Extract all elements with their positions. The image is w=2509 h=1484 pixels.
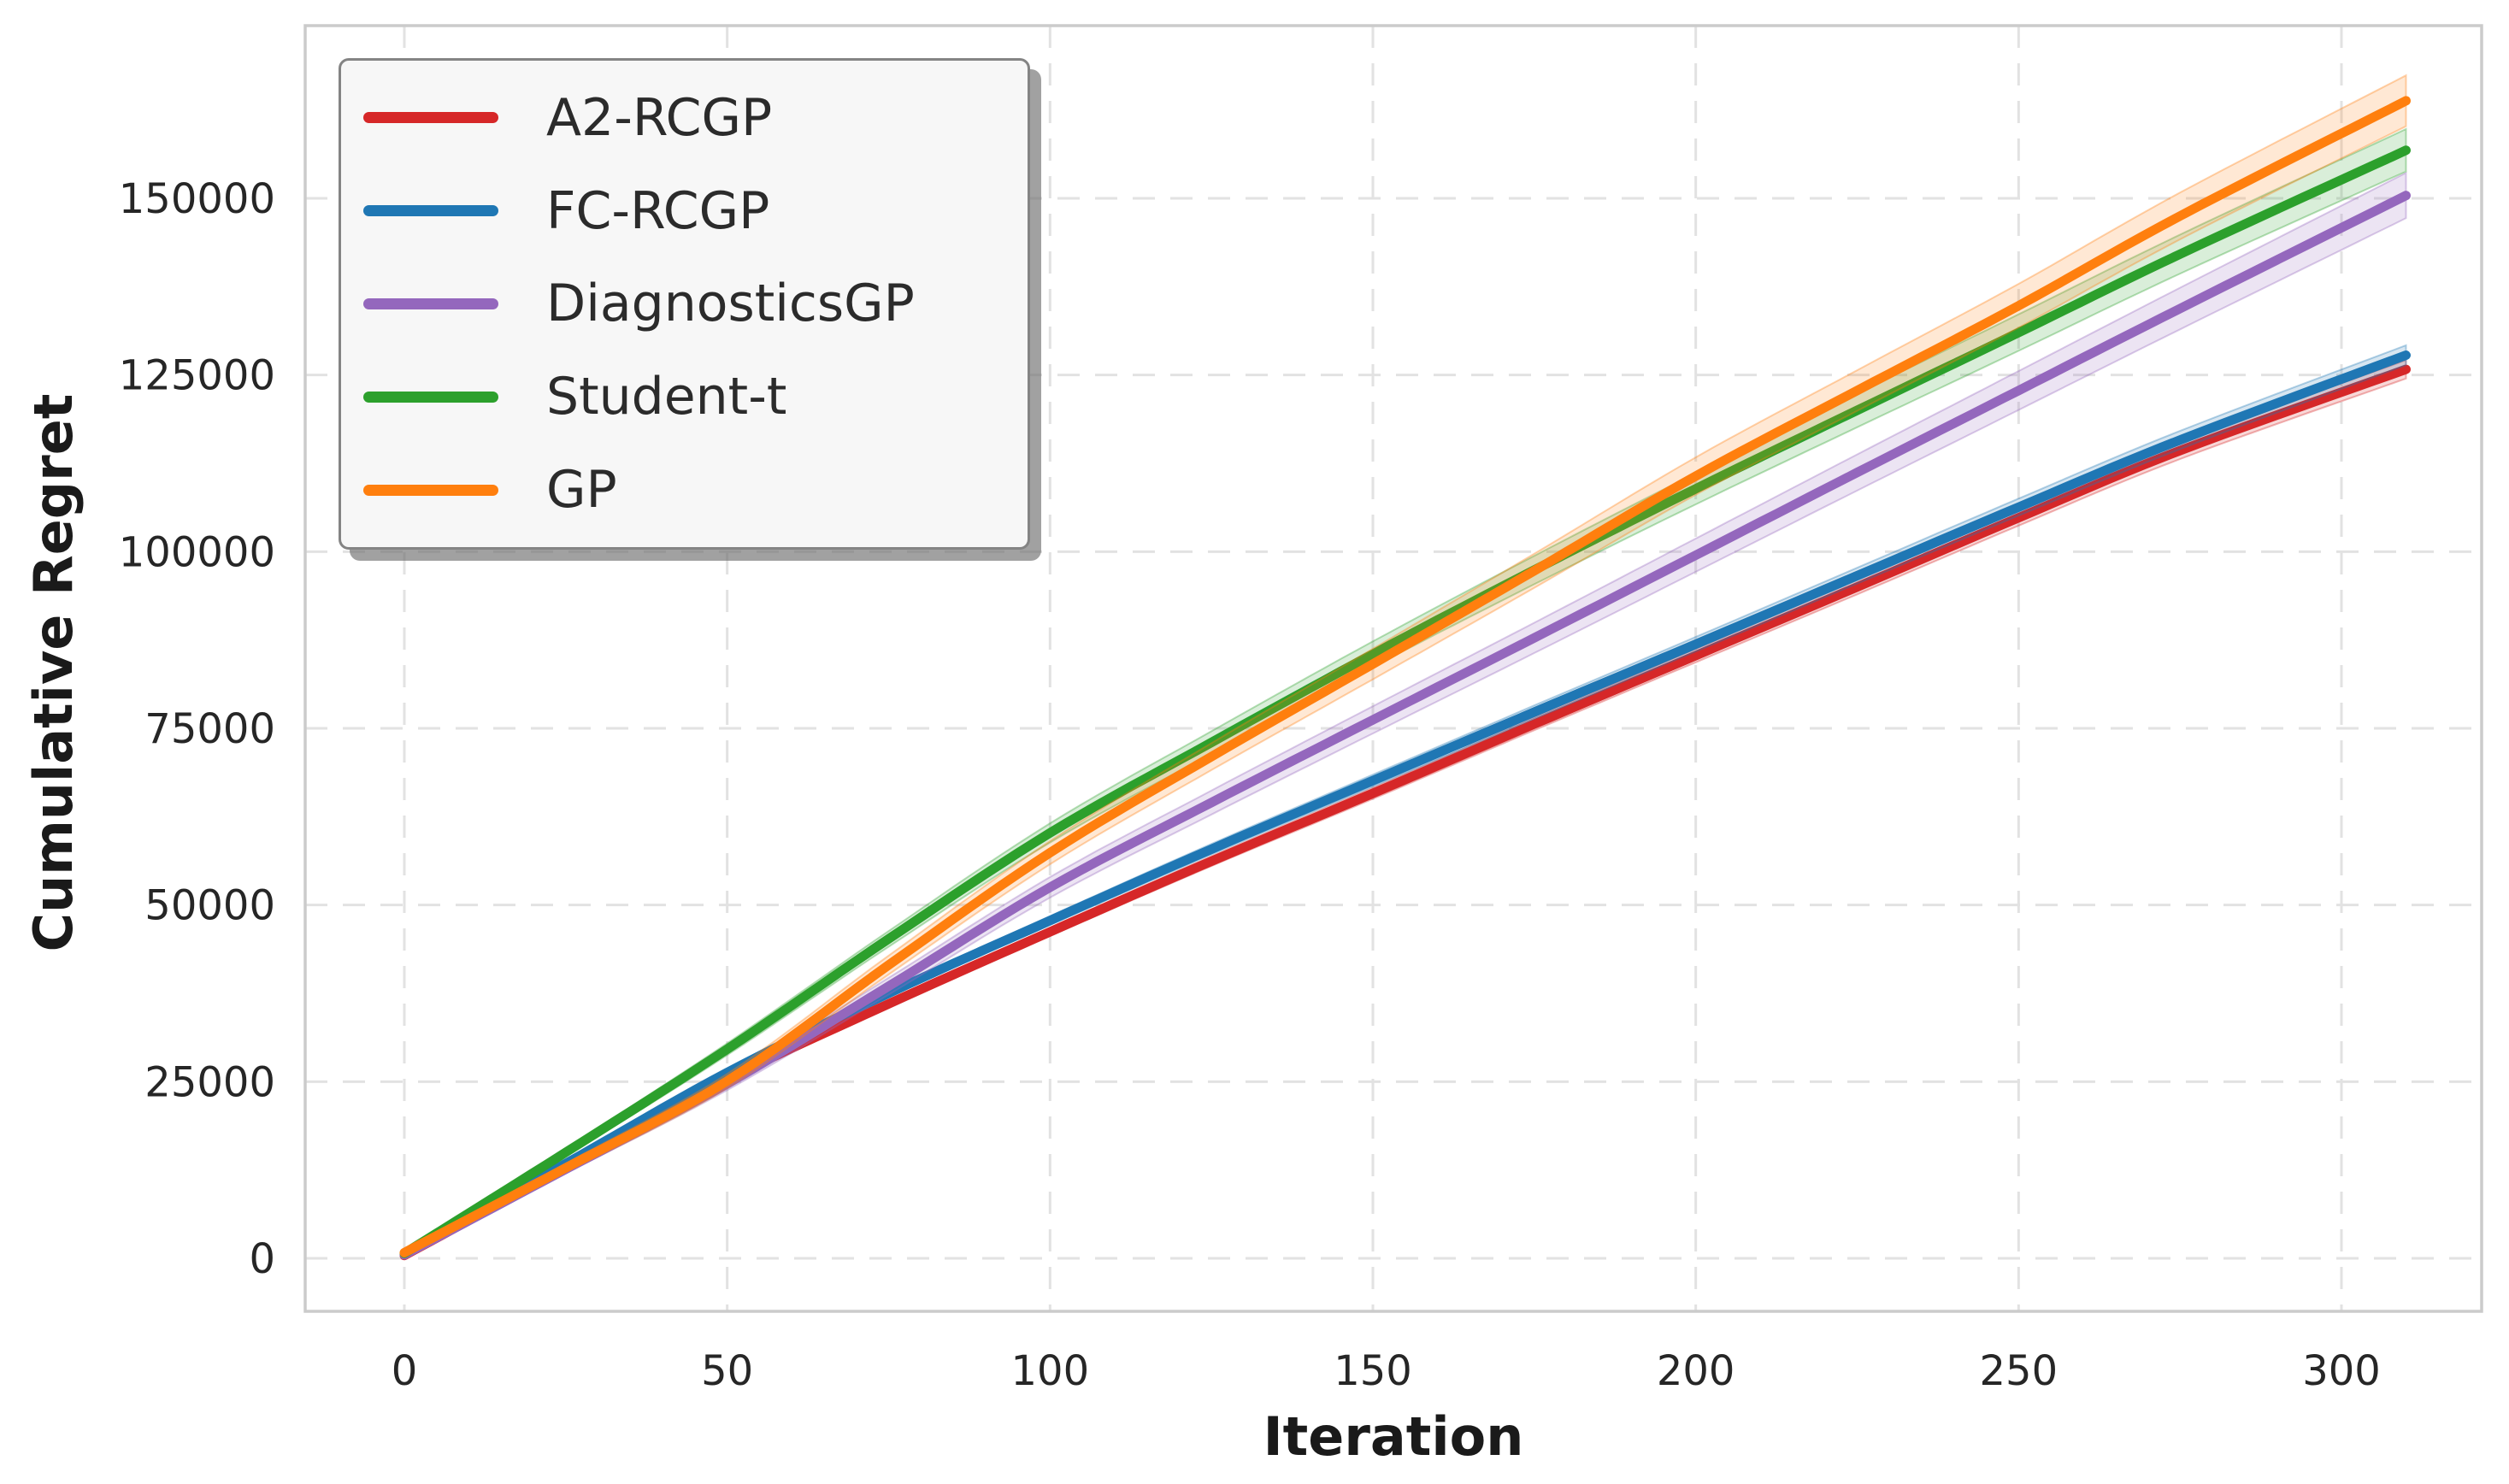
x-tick-label: 0 <box>392 1347 418 1395</box>
y-tick-labels: 0 25000 50000 75000 100000 125000 150000 <box>119 175 275 1283</box>
x-tick-label: 100 <box>1011 1347 1090 1395</box>
legend-line-swatch-a2-rcgp <box>363 112 498 124</box>
legend-line-swatch-fc-rcgp <box>363 205 498 217</box>
y-tick-label: 150000 <box>119 175 275 223</box>
legend-line-swatch-gp <box>363 484 498 496</box>
y-tick-label: 75000 <box>144 705 275 753</box>
y-tick-label: 100000 <box>119 528 275 576</box>
legend-item-a2-rcgp: A2-RCGP <box>341 74 1028 162</box>
legend-item-gp: GP <box>341 445 1028 534</box>
y-tick-label: 25000 <box>144 1058 275 1106</box>
plot-frame <box>303 24 2483 1313</box>
x-tick-label: 250 <box>1980 1347 2058 1395</box>
x-tick-label: 300 <box>2302 1347 2381 1395</box>
x-tick-label: 150 <box>1334 1347 1412 1395</box>
y-tick-label: 50000 <box>144 882 275 930</box>
y-tick-label: 125000 <box>119 352 275 400</box>
legend-label: FC-RCGP <box>546 180 770 241</box>
series-layer <box>399 74 2411 1261</box>
legend-line-swatch-diagnosticsgp <box>363 297 498 309</box>
legend-item-fc-rcgp: FC-RCGP <box>341 167 1028 256</box>
legend-line-swatch-student-t <box>363 391 498 403</box>
x-tick-label: 200 <box>1657 1347 1735 1395</box>
legend-label: GP <box>546 460 617 521</box>
series-line-fc-rcgp <box>399 350 2411 1259</box>
legend-item-diagnosticsgp: DiagnosticsGP <box>341 259 1028 348</box>
legend: A2-RCGP FC-RCGP DiagnosticsGP Student-t GP <box>339 58 1030 550</box>
x-tick-label: 50 <box>701 1347 753 1395</box>
series-line-student-t <box>399 145 2411 1258</box>
y-axis-label: Cumulative Regret <box>22 394 85 952</box>
series-line-gp <box>399 96 2411 1257</box>
legend-label: A2-RCGP <box>546 87 773 148</box>
legend-label: Student-t <box>546 367 787 427</box>
legend-item-student-t: Student-t <box>341 352 1028 441</box>
legend-label: DiagnosticsGP <box>546 274 915 334</box>
y-tick-label: 0 <box>249 1235 275 1283</box>
x-tick-labels: 0 50 100 150 200 250 300 <box>392 1347 2381 1395</box>
x-axis-label: Iteration <box>1263 1405 1524 1468</box>
